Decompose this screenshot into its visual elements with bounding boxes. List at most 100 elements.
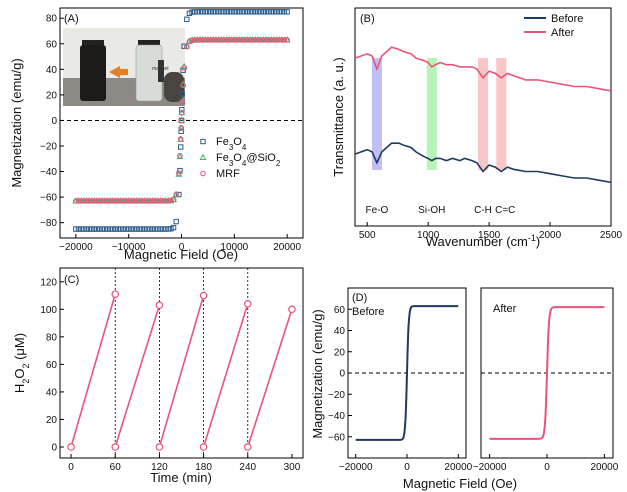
point-circle [131,198,137,204]
point-circle [176,170,182,176]
point-circle [273,37,280,43]
y-tick-label: −80 [40,218,57,229]
y-tick-label: 20 [46,415,58,426]
x-tick-label: 0 [179,242,185,253]
inset-photo: magnet [63,28,185,106]
band-label: C=C [495,205,515,216]
point-circle [177,136,184,142]
point-circle [194,37,201,43]
point-circle [152,198,158,204]
point-square [173,218,179,225]
y-tick-label: 60 [46,39,58,50]
x-tick-label: 120 [151,462,168,473]
point-circle [168,197,174,204]
y-tick-label: 60 [46,360,58,371]
y-tick-label: −60 [40,193,57,204]
point-circle [213,37,219,43]
x-tick-label: −20000 [59,242,93,253]
x-tick-label: 0 [68,462,74,473]
legend-marker-square [200,138,206,145]
x-tick-label: 300 [284,462,301,473]
point-circle [281,37,288,43]
legend-label: MRF [216,168,240,180]
point-circle [144,198,150,204]
panel-c: (C) 0 60 120 180 240 300 0 20 40 60 80 100 120 Time … [12,267,304,485]
legend-label: Fe3O4@SiO2 [216,152,281,168]
data-point [288,305,296,314]
point-circle [218,37,224,43]
band-label: Si-OH [418,205,445,216]
x-tick-label: −20000 [339,462,373,473]
point-triangle [179,80,187,87]
y-tick-label: 20 [334,347,346,358]
x-tick-label: 20000 [273,242,301,253]
point-circle [112,198,119,204]
point-circle [83,198,90,204]
x-tick-label: −10000 [112,242,146,253]
point-circle [179,99,186,105]
point-circle [141,198,148,204]
y-tick-label: 120 [40,277,57,288]
panel-b: (B) Fe-O Si-OH C-H C=C 500 1000 1500 2000 2500 … [331,7,623,249]
panel-b-ylabel: Transmittance (a. u.) [331,57,346,176]
point-circle [257,37,264,43]
point-circle [223,37,230,43]
point-circle [247,37,253,43]
panel-d-ylabel: Magnetization (emu/g) [310,309,325,438]
x-tick-label: 1000 [417,230,440,241]
y-tick-label: −40 [40,167,57,178]
y-tick-label: 80 [46,332,58,343]
point-circle [199,37,206,43]
point-triangle [175,170,183,177]
panel-c-ylabel: H2O2 (μM) [12,333,31,393]
point-circle [160,198,166,204]
data-point [243,299,252,308]
magnetization-curve-before [355,305,459,441]
y-tick-label: 60 [334,305,346,316]
legend-marker-circle [200,170,206,177]
point-circle [99,198,106,204]
point-circle [88,198,95,204]
point-circle [191,37,198,43]
point-triangle [178,108,186,116]
panel-c-marks [67,268,296,458]
point-circle [202,37,209,43]
legend-label: Before [551,13,583,25]
band-sioh [426,58,437,170]
y-tick-label: −20 [40,142,57,153]
x-tick-label: 20000 [444,462,472,473]
series-line-after [354,46,612,92]
y-tick-label: 40 [46,387,58,398]
point-circle [250,37,256,43]
point-circle [165,198,172,204]
point-circle [107,198,113,204]
panel-a-label: (A) [64,13,79,25]
x-tick-label: 2500 [600,230,623,241]
panel-a-marks [72,9,291,232]
point-square [170,224,177,231]
x-tick-label: 240 [239,462,256,473]
point-circle [220,37,227,43]
panel-b-ticks: 500 1000 1500 2000 2500 [359,222,623,241]
panel-c-frame [59,267,304,459]
vial-cap-left [82,40,104,45]
point-circle [136,198,143,204]
point-circle [91,198,98,204]
y-tick-label: 0 [51,116,57,127]
point-circle [115,198,121,204]
data-point [199,443,208,451]
point-circle [231,37,238,43]
segment-line [158,295,205,448]
band-feo [371,58,382,170]
legend-marker-triangle [199,153,207,160]
point-circle [234,37,240,43]
magnetization-curve-after [489,306,605,440]
point-circle [210,37,216,43]
point-circle [149,198,156,204]
panel-c-ticks: 0 60 120 180 240 300 0 20 40 60 80 100 120 [40,277,300,473]
point-circle [179,110,185,116]
data-point [155,301,164,309]
point-circle [186,38,193,45]
point-circle [170,196,177,203]
